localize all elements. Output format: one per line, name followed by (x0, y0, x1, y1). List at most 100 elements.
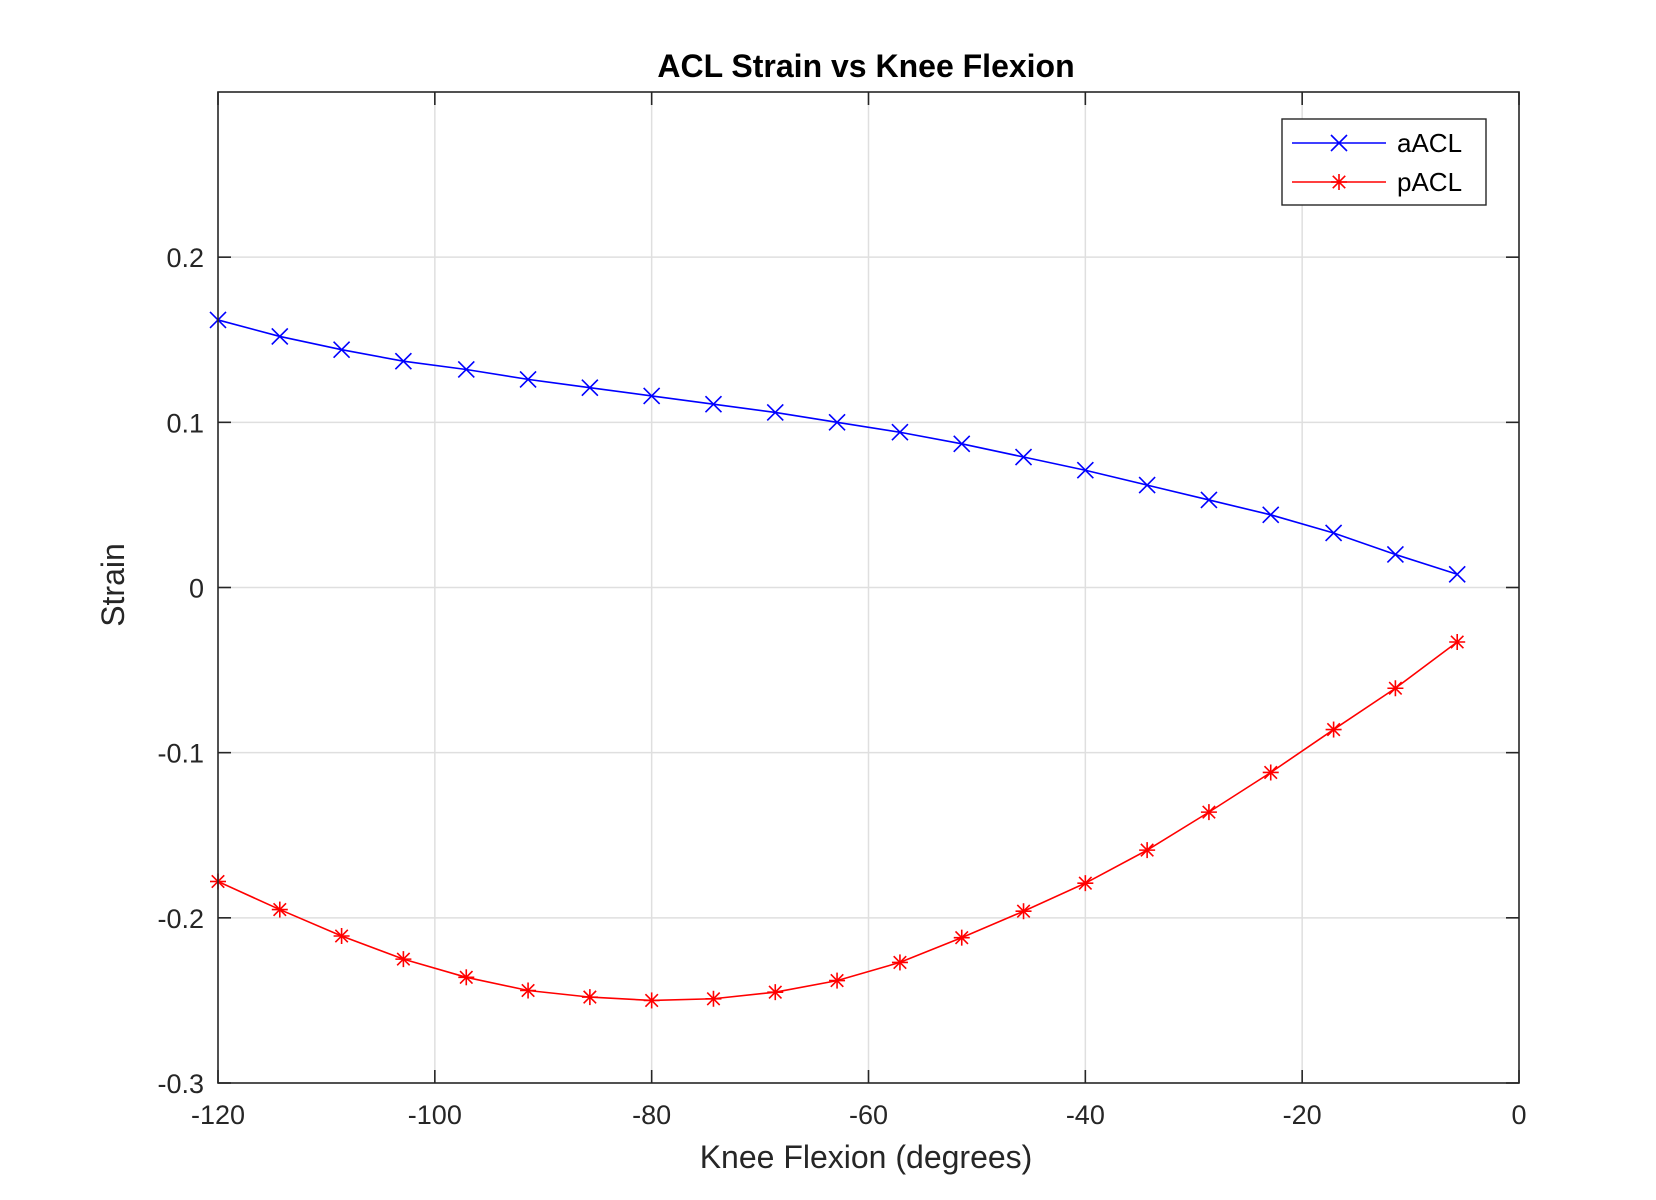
legend-box (1281, 118, 1487, 206)
marker-stroke (891, 423, 909, 441)
data-point (953, 435, 971, 453)
data-point (1325, 721, 1342, 738)
marker-stroke (1078, 876, 1093, 890)
marker-stroke (768, 985, 783, 999)
series-aACL (209, 311, 1466, 583)
marker-stroke (581, 379, 599, 397)
series-layer (209, 311, 1466, 1009)
marker-stroke (521, 983, 535, 998)
marker-stroke (457, 360, 475, 379)
data-point (1262, 506, 1280, 524)
marker-stroke (706, 991, 721, 1006)
legend-marker (1331, 174, 1347, 190)
data-point (1449, 634, 1466, 651)
legend-item: pACL (1292, 167, 1462, 197)
marker-stroke (1016, 904, 1031, 919)
y-tick-label: -0.1 (157, 739, 204, 769)
marker-stroke (334, 929, 349, 943)
marker-stroke (272, 902, 287, 917)
marker-stroke (1330, 134, 1348, 152)
x-tick-label: -40 (1066, 1100, 1105, 1130)
y-tick-label: 0.1 (166, 408, 204, 438)
marker-stroke (1140, 843, 1154, 857)
marker-stroke (583, 990, 597, 1004)
legend: aACL pACL (1281, 118, 1487, 206)
data-point (458, 969, 475, 986)
y-tick-label: 0.2 (166, 243, 204, 273)
marker-stroke (333, 341, 351, 359)
data-point (1387, 680, 1404, 697)
marker-stroke (459, 970, 474, 985)
data-point (581, 989, 598, 1006)
marker-stroke (1262, 506, 1280, 524)
data-point (1077, 875, 1094, 892)
data-point (1015, 903, 1032, 920)
marker-stroke (1138, 476, 1156, 494)
marker-stroke (830, 973, 844, 988)
marker-stroke (766, 403, 784, 421)
data-point (1139, 842, 1156, 859)
x-tick-label: 0 (1511, 1100, 1526, 1130)
data-point (1325, 524, 1343, 542)
y-tick-label: -0.3 (157, 1069, 204, 1099)
y-tick-label: -0.2 (157, 904, 204, 934)
data-point (394, 352, 412, 370)
data-point (333, 341, 351, 359)
marker-stroke (1200, 491, 1218, 509)
marker-stroke (644, 993, 659, 1008)
marker-stroke (1014, 448, 1033, 466)
data-point (1014, 448, 1033, 466)
data-point (1200, 804, 1217, 821)
data-point (704, 395, 723, 413)
x-tick-label: -120 (191, 1100, 245, 1130)
x-axis-label: Knee Flexion (degrees) (700, 1139, 1033, 1175)
marker-stroke (1202, 805, 1216, 819)
marker-stroke (1388, 681, 1403, 696)
marker-stroke (704, 395, 723, 413)
x-tick-label: -100 (408, 1100, 462, 1130)
data-point (766, 403, 784, 421)
data-point (519, 370, 537, 388)
data-point (705, 990, 722, 1007)
marker-stroke (1332, 175, 1346, 189)
data-point (643, 387, 661, 405)
data-point (643, 992, 660, 1009)
x-tick-label: -20 (1283, 1100, 1322, 1130)
data-point (829, 972, 846, 989)
legend-label: pACL (1397, 167, 1462, 197)
legend-item: aACL (1292, 128, 1462, 158)
data-point (1448, 565, 1466, 583)
axis-ticks: -120 -100 -80 -60 -40 -20 0 -0.3 -0.2 -0.1 0 0.1 0.2 (157, 92, 1527, 1130)
data-point (1262, 764, 1279, 781)
marker-stroke (1325, 524, 1343, 542)
data-point (828, 413, 846, 431)
series-pACL (210, 634, 1466, 1009)
chart-title: ACL Strain vs Knee Flexion (657, 48, 1074, 84)
data-point (520, 982, 537, 999)
data-point (1386, 545, 1404, 564)
data-point (1138, 476, 1156, 494)
data-point (953, 929, 970, 946)
data-point (271, 901, 288, 918)
marker-stroke (643, 387, 661, 405)
marker-stroke (1326, 722, 1341, 737)
data-point (1200, 491, 1218, 509)
x-tick-label: -60 (849, 1100, 888, 1130)
marker-stroke (1076, 461, 1094, 479)
marker-stroke (1450, 635, 1465, 649)
marker-stroke (271, 327, 289, 346)
marker-stroke (1448, 565, 1466, 583)
marker-stroke (828, 413, 846, 431)
marker-stroke (1263, 765, 1278, 780)
data-point (395, 951, 412, 968)
x-tick-label: -80 (632, 1100, 671, 1130)
marker-stroke (519, 370, 537, 388)
grid-lines (218, 92, 1519, 1083)
data-point (457, 360, 475, 379)
marker-stroke (1386, 545, 1404, 564)
data-point (767, 984, 784, 1001)
data-point (581, 379, 599, 397)
marker-stroke (893, 955, 907, 970)
data-point (1076, 461, 1094, 479)
